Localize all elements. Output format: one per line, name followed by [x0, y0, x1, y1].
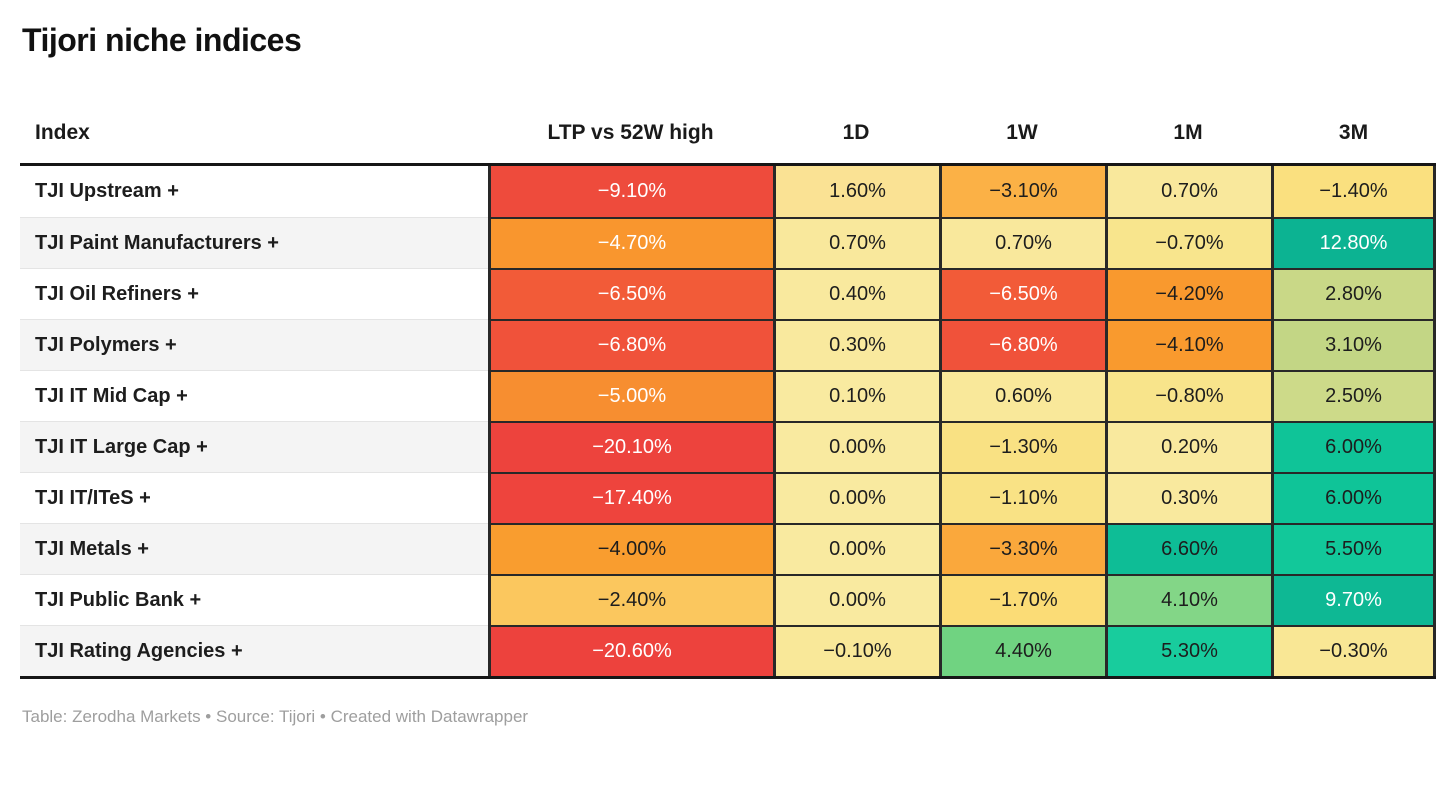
- value-cell: 4.10%: [1105, 574, 1271, 625]
- value-cell: 0.70%: [939, 217, 1105, 268]
- value-cell: −1.30%: [939, 421, 1105, 472]
- attribution-footer: Table: Zerodha Markets • Source: Tijori …: [22, 707, 529, 726]
- value-cell: −4.10%: [1105, 319, 1271, 370]
- value-cell: 0.70%: [773, 217, 939, 268]
- value-cell: 5.30%: [1105, 625, 1271, 676]
- value-cell: 0.00%: [773, 421, 939, 472]
- datawrapper-table-page: Tijori niche indices Index LTP vs 52W hi…: [0, 22, 1456, 727]
- table-row: TJI Upstream + −9.10% 1.60% −3.10% 0.70% −1.4…: [20, 166, 1436, 217]
- index-name[interactable]: TJI Rating Agencies +: [20, 625, 488, 676]
- value-cell: −2.40%: [488, 574, 773, 625]
- table-row: TJI Public Bank + −2.40% 0.00% −1.70% 4.10% 9…: [20, 574, 1436, 625]
- value-cell: −0.80%: [1105, 370, 1271, 421]
- value-cell: −20.10%: [488, 421, 773, 472]
- index-name[interactable]: TJI Metals +: [20, 523, 488, 574]
- value-cell: −0.70%: [1105, 217, 1271, 268]
- value-cell: 0.60%: [939, 370, 1105, 421]
- index-name[interactable]: TJI Public Bank +: [20, 574, 488, 625]
- index-name[interactable]: TJI Polymers +: [20, 319, 488, 370]
- index-name[interactable]: TJI Oil Refiners +: [20, 268, 488, 319]
- value-cell: −3.30%: [939, 523, 1105, 574]
- table-row: TJI Metals + −4.00% 0.00% −3.30% 6.60% 5.50%: [20, 523, 1436, 574]
- value-cell: 6.60%: [1105, 523, 1271, 574]
- value-cell: 0.30%: [1105, 472, 1271, 523]
- value-cell: 0.00%: [773, 472, 939, 523]
- value-cell: −3.10%: [939, 166, 1105, 217]
- value-cell: −9.10%: [488, 166, 773, 217]
- value-cell: 2.50%: [1271, 370, 1436, 421]
- value-cell: −4.20%: [1105, 268, 1271, 319]
- value-cell: 0.30%: [773, 319, 939, 370]
- index-name[interactable]: TJI IT/ITeS +: [20, 472, 488, 523]
- table-row: TJI IT/ITeS + −17.40% 0.00% −1.10% 0.30% 6.00…: [20, 472, 1436, 523]
- value-cell: −20.60%: [488, 625, 773, 676]
- value-cell: 12.80%: [1271, 217, 1436, 268]
- table-body: TJI Upstream + −9.10% 1.60% −3.10% 0.70% −1.4…: [20, 163, 1436, 679]
- value-cell: 6.00%: [1271, 421, 1436, 472]
- table-row: TJI IT Mid Cap + −5.00% 0.10% 0.60% −0.80% 2.…: [20, 370, 1436, 421]
- table-row: TJI Polymers + −6.80% 0.30% −6.80% −4.10% 3.1…: [20, 319, 1436, 370]
- column-header-ltp-52w: LTP vs 52W high: [547, 121, 714, 144]
- value-cell: 9.70%: [1271, 574, 1436, 625]
- value-cell: −4.70%: [488, 217, 773, 268]
- value-cell: 0.00%: [773, 574, 939, 625]
- column-header-3m: 3M: [1338, 121, 1369, 144]
- value-cell: 5.50%: [1271, 523, 1436, 574]
- value-cell: −1.40%: [1271, 166, 1436, 217]
- value-cell: −1.10%: [939, 472, 1105, 523]
- column-header-index: Index: [35, 121, 90, 144]
- index-name[interactable]: TJI Upstream +: [20, 166, 488, 217]
- value-cell: −4.00%: [488, 523, 773, 574]
- page-title: Tijori niche indices: [22, 22, 302, 58]
- value-cell: −1.70%: [939, 574, 1105, 625]
- value-cell: 3.10%: [1271, 319, 1436, 370]
- value-cell: 0.40%: [773, 268, 939, 319]
- value-cell: −0.10%: [773, 625, 939, 676]
- value-cell: 0.20%: [1105, 421, 1271, 472]
- table-header: Index LTP vs 52W high 1D 1W 1M 3M: [20, 121, 1436, 163]
- value-cell: −6.80%: [488, 319, 773, 370]
- value-cell: 4.40%: [939, 625, 1105, 676]
- value-cell: −6.50%: [488, 268, 773, 319]
- value-cell: 2.80%: [1271, 268, 1436, 319]
- value-cell: 0.10%: [773, 370, 939, 421]
- value-cell: −6.80%: [939, 319, 1105, 370]
- column-header-1w: 1W: [1006, 121, 1038, 144]
- table-row: TJI Oil Refiners + −6.50% 0.40% −6.50% −4.20…: [20, 268, 1436, 319]
- value-cell: −17.40%: [488, 472, 773, 523]
- value-cell: −6.50%: [939, 268, 1105, 319]
- table-row: TJI IT Large Cap + −20.10% 0.00% −1.30% 0.20…: [20, 421, 1436, 472]
- value-cell: 1.60%: [773, 166, 939, 217]
- index-name[interactable]: TJI IT Mid Cap +: [20, 370, 488, 421]
- value-cell: 0.00%: [773, 523, 939, 574]
- column-header-1d: 1D: [842, 121, 870, 144]
- table-row: TJI Paint Manufacturers + −4.70% 0.70% 0.70…: [20, 217, 1436, 268]
- index-name[interactable]: TJI IT Large Cap +: [20, 421, 488, 472]
- value-cell: −0.30%: [1271, 625, 1436, 676]
- table-row: TJI Rating Agencies + −20.60% −0.10% 4.40% 5…: [20, 625, 1436, 676]
- column-header-1m: 1M: [1173, 121, 1203, 144]
- value-cell: −5.00%: [488, 370, 773, 421]
- value-cell: 0.70%: [1105, 166, 1271, 217]
- index-name[interactable]: TJI Paint Manufacturers +: [20, 217, 488, 268]
- value-cell: 6.00%: [1271, 472, 1436, 523]
